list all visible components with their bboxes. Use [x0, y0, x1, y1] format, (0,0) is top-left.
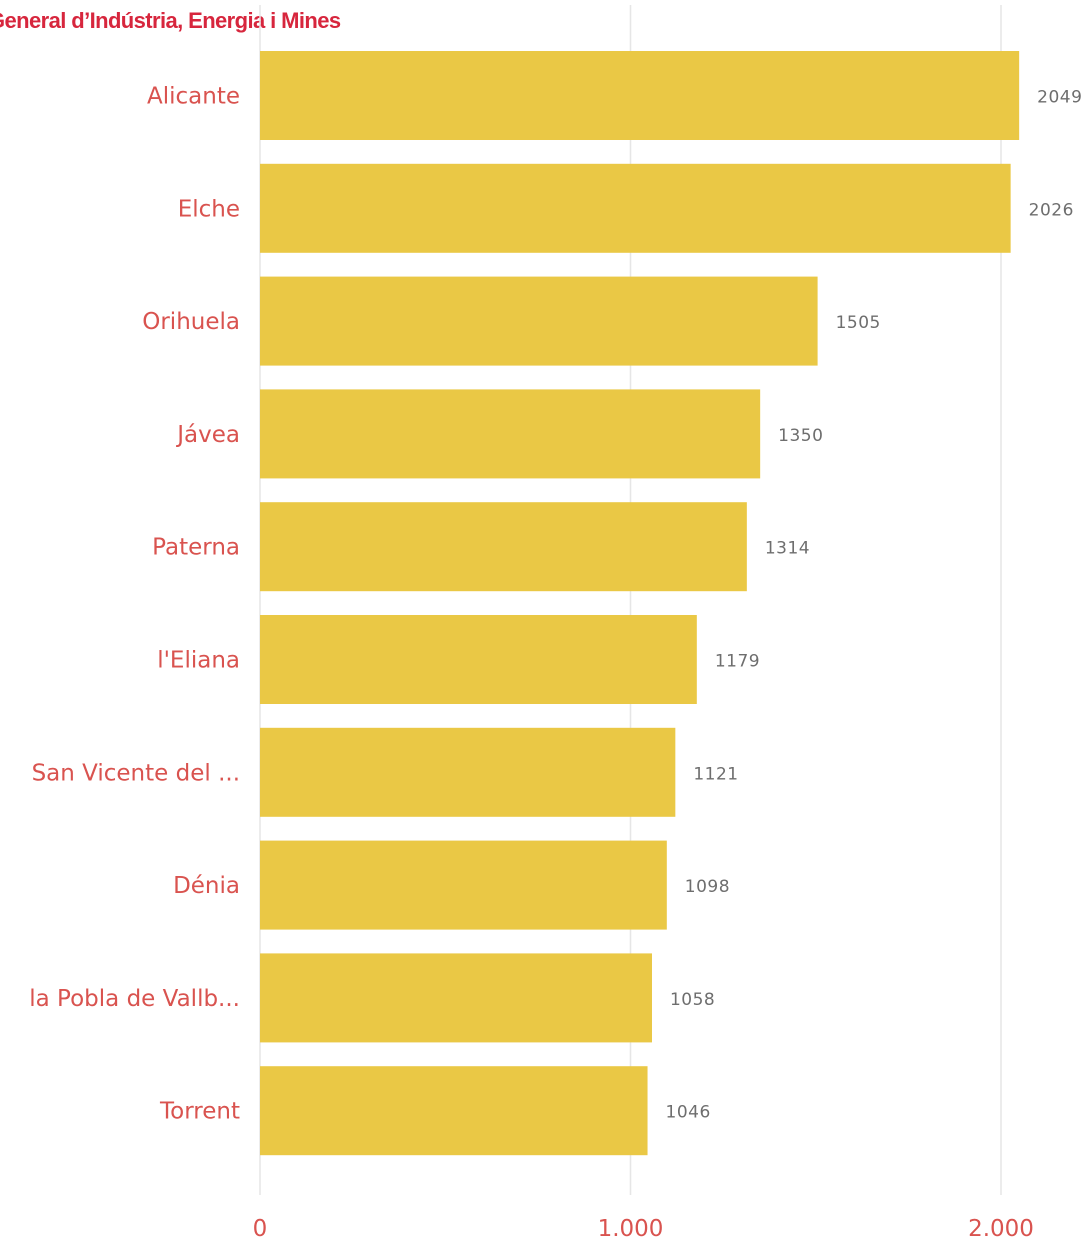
bar[interactable]	[260, 840, 667, 930]
bar[interactable]	[260, 727, 676, 817]
value-labels: 2049 2026 1505 1350 1314 1179 1121 1098 1058 1046	[666, 88, 1082, 1123]
bar[interactable]	[260, 389, 761, 479]
category-label: l'Eliana	[157, 648, 240, 674]
bar[interactable]	[260, 953, 652, 1043]
category-label: Alicante	[147, 84, 240, 110]
category-label: San Vicente del ...	[32, 760, 240, 786]
x-tick-label: 0	[253, 1216, 268, 1241]
category-label: la Pobla de Vallb...	[29, 986, 240, 1012]
x-axis-ticks: 0 1.000 2.000	[253, 1216, 1034, 1241]
bar[interactable]	[260, 163, 1011, 253]
value-label: 1098	[685, 877, 730, 897]
category-label: Paterna	[152, 535, 240, 561]
category-label: Jávea	[175, 422, 240, 448]
category-label: Orihuela	[142, 309, 240, 335]
bar[interactable]	[260, 615, 697, 704]
value-label: 1058	[670, 990, 715, 1010]
chart-header-title: General d’Indústria, Energia i Mines	[0, 8, 341, 33]
category-label: Dénia	[173, 873, 240, 899]
value-label: 1350	[778, 426, 823, 446]
bar[interactable]	[260, 1066, 648, 1156]
category-label: Torrent	[159, 1099, 240, 1125]
bar[interactable]	[260, 51, 1020, 140]
bars	[260, 51, 1020, 1156]
value-label: 1046	[666, 1103, 711, 1123]
value-label: 2049	[1037, 88, 1082, 108]
x-tick-label: 2.000	[968, 1216, 1034, 1241]
value-label: 1121	[693, 764, 738, 784]
x-tick-label: 1.000	[598, 1216, 664, 1241]
bar[interactable]	[260, 502, 747, 592]
value-label: 1179	[715, 652, 760, 672]
category-labels: Alicante Elche Orihuela Jávea Paterna l'Elian…	[29, 84, 240, 1125]
bar[interactable]	[260, 276, 818, 366]
category-label: Elche	[178, 196, 240, 222]
value-label: 1314	[765, 539, 810, 559]
value-label: 1505	[836, 313, 881, 333]
value-label: 2026	[1029, 200, 1074, 220]
